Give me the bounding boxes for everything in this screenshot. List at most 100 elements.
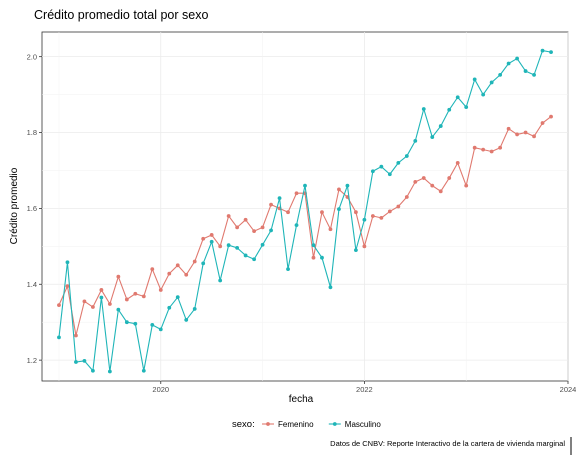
data-point-femenino bbox=[175, 263, 180, 268]
data-point-femenino bbox=[447, 176, 452, 180]
x-tick-label: 2022 bbox=[356, 385, 373, 394]
data-point-femenino bbox=[99, 288, 104, 292]
data-point-masculino bbox=[150, 322, 155, 327]
data-point-femenino bbox=[184, 272, 189, 277]
data-point-femenino bbox=[362, 244, 367, 249]
data-point-masculino bbox=[91, 368, 95, 373]
data-point-femenino bbox=[141, 294, 146, 299]
data-point-femenino bbox=[464, 183, 469, 188]
data-point-femenino bbox=[532, 134, 536, 139]
data-point-femenino bbox=[337, 187, 341, 192]
grid bbox=[42, 32, 569, 381]
y-tick-label: 1.4 bbox=[27, 280, 37, 289]
data-point-masculino bbox=[269, 228, 273, 233]
data-point-masculino bbox=[362, 217, 367, 222]
data-point-masculino bbox=[192, 307, 197, 311]
chart-caption: Datos de CNBV: Reporte Interactivo de la… bbox=[330, 439, 565, 448]
data-point-femenino bbox=[65, 284, 70, 289]
data-point-masculino bbox=[65, 260, 70, 265]
y-tick-label: 1.2 bbox=[27, 356, 37, 365]
data-point-femenino bbox=[192, 259, 197, 264]
data-point-masculino bbox=[481, 92, 486, 97]
data-point-masculino bbox=[218, 278, 223, 283]
data-point-masculino bbox=[540, 48, 545, 53]
plot-area bbox=[41, 31, 569, 382]
data-point-masculino bbox=[532, 72, 536, 77]
data-point-masculino bbox=[396, 160, 401, 165]
data-point-masculino bbox=[311, 243, 316, 248]
data-point-femenino bbox=[481, 147, 486, 152]
data-point-femenino bbox=[235, 225, 240, 230]
data-point-masculino bbox=[124, 320, 129, 325]
data-point-femenino bbox=[421, 176, 426, 180]
data-point-masculino bbox=[489, 80, 494, 85]
data-point-masculino bbox=[201, 261, 206, 266]
x-axis: 2020 2022 2024 bbox=[152, 381, 576, 394]
data-point-masculino bbox=[549, 50, 553, 55]
series-femenino bbox=[57, 114, 553, 338]
data-point-masculino bbox=[184, 318, 189, 322]
data-point-femenino bbox=[269, 202, 273, 207]
data-point-masculino bbox=[370, 169, 375, 174]
data-point-masculino bbox=[404, 154, 409, 158]
data-point-femenino bbox=[150, 267, 155, 271]
data-point-masculino bbox=[133, 321, 138, 326]
data-point-masculino bbox=[337, 207, 341, 212]
data-point-masculino bbox=[506, 61, 511, 66]
x-tick-label: 2020 bbox=[152, 385, 169, 394]
data-point-masculino bbox=[464, 105, 469, 110]
data-point-masculino bbox=[107, 369, 112, 374]
data-point-femenino bbox=[379, 215, 384, 220]
data-point-femenino bbox=[116, 274, 121, 279]
data-point-femenino bbox=[549, 114, 553, 119]
data-point-femenino bbox=[158, 288, 163, 292]
data-point-masculino bbox=[167, 305, 172, 310]
data-point-femenino bbox=[260, 225, 265, 230]
data-point-femenino bbox=[243, 217, 248, 222]
legend: sexo: Femenino Masculino bbox=[232, 419, 381, 430]
data-point-masculino bbox=[158, 327, 163, 332]
chart-title: Crédito promedio total por sexo bbox=[34, 8, 208, 22]
data-point-masculino bbox=[413, 138, 418, 143]
legend-label: Masculino bbox=[345, 420, 382, 429]
series-layer bbox=[57, 48, 553, 374]
data-point-femenino bbox=[133, 291, 138, 296]
data-point-masculino bbox=[387, 172, 392, 177]
y-tick-label: 1.6 bbox=[27, 204, 37, 213]
data-point-femenino bbox=[523, 130, 528, 135]
data-point-femenino bbox=[472, 145, 477, 150]
data-point-masculino bbox=[472, 77, 477, 82]
data-point-masculino bbox=[294, 223, 299, 227]
data-point-femenino bbox=[413, 179, 418, 184]
data-point-femenino bbox=[320, 210, 324, 215]
data-point-masculino bbox=[354, 248, 358, 253]
plot-panel bbox=[41, 31, 569, 382]
data-point-masculino bbox=[303, 183, 307, 188]
legend-items: Femenino Masculino bbox=[262, 420, 381, 429]
legend-title: sexo: bbox=[232, 419, 255, 430]
data-point-masculino bbox=[286, 267, 290, 271]
data-point-femenino bbox=[57, 303, 61, 308]
data-point-femenino bbox=[294, 191, 299, 196]
data-point-masculino bbox=[498, 72, 503, 77]
data-point-masculino bbox=[82, 358, 87, 363]
legend-key-point bbox=[332, 422, 337, 426]
data-point-masculino bbox=[328, 285, 333, 290]
data-point-femenino bbox=[430, 183, 435, 188]
data-point-masculino bbox=[252, 257, 256, 262]
data-point-masculino bbox=[438, 124, 443, 128]
data-point-masculino bbox=[523, 69, 528, 73]
data-point-femenino bbox=[489, 149, 494, 154]
data-point-masculino bbox=[430, 135, 435, 139]
data-point-femenino bbox=[218, 244, 223, 249]
legend-item-femenino: Femenino bbox=[262, 420, 314, 429]
data-point-masculino bbox=[260, 242, 265, 247]
data-point-masculino bbox=[379, 164, 384, 169]
series-masculino bbox=[57, 48, 553, 374]
data-point-femenino bbox=[311, 255, 316, 260]
y-tick-label: 2.0 bbox=[27, 52, 37, 61]
y-tick-label: 1.8 bbox=[27, 128, 37, 137]
legend-label: Femenino bbox=[278, 420, 314, 429]
data-point-masculino bbox=[447, 107, 452, 112]
